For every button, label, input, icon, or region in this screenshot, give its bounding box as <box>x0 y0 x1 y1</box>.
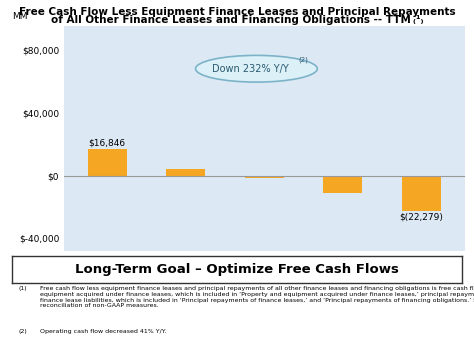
Text: Free Cash Flow Less Equipment Finance Leases and Principal Repayments: Free Cash Flow Less Equipment Finance Le… <box>18 7 456 17</box>
Bar <box>323 176 363 193</box>
Ellipse shape <box>196 55 317 82</box>
Bar <box>401 176 441 211</box>
Text: (2): (2) <box>299 57 309 63</box>
Bar <box>88 149 127 176</box>
Text: Free cash flow less equipment finance leases and principal repayments of all oth: Free cash flow less equipment finance le… <box>40 286 474 309</box>
Bar <box>245 176 284 178</box>
Text: $16,846: $16,846 <box>89 138 126 147</box>
Text: $(22,279): $(22,279) <box>400 213 443 222</box>
Text: (1): (1) <box>19 286 27 291</box>
Bar <box>166 169 205 176</box>
Text: (2): (2) <box>19 329 27 334</box>
Text: Down 232% Y/Y: Down 232% Y/Y <box>212 64 289 74</box>
Text: Long-Term Goal – Optimize Free Cash Flows: Long-Term Goal – Optimize Free Cash Flow… <box>75 263 399 276</box>
Text: MM: MM <box>12 12 27 21</box>
Text: of All Other Finance Leases and Financing Obligations -- TTM ₍¹₎: of All Other Finance Leases and Financin… <box>51 15 423 25</box>
Text: Operating cash flow decreased 41% Y/Y.: Operating cash flow decreased 41% Y/Y. <box>40 329 167 334</box>
